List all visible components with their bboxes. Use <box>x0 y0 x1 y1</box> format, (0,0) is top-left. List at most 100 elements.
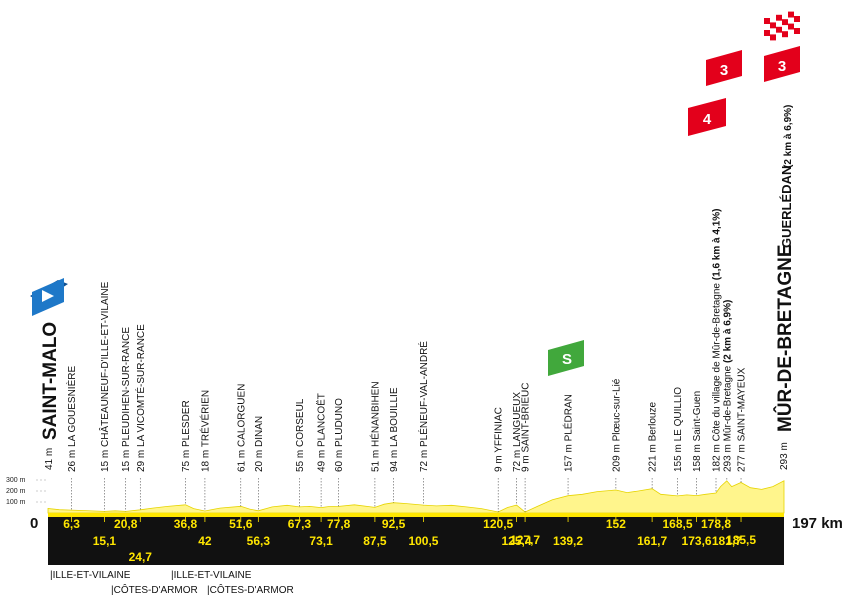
climb-cat4-label: 4 <box>703 111 712 128</box>
finish-flag-cell <box>794 10 800 16</box>
finish-detail: (2 km à 6,9%) <box>783 105 794 168</box>
checkpoint-label: 75 m PLESDER <box>181 400 192 472</box>
km-label: 6,3 <box>63 517 80 531</box>
checkpoint-label: 20 m DINAN <box>254 416 265 472</box>
checkpoint-guides <box>71 478 742 513</box>
checkpoint-label: 157 m PLÉDRAN <box>562 394 575 472</box>
alt-tick-100: 100 m <box>6 499 26 506</box>
checkpoint-label: 18 m TRÉVÉRIEN <box>198 390 211 472</box>
km-label: 87,5 <box>363 534 387 548</box>
km-labels: 6,3 15,1 20,8 24,7 36,842 51,6 56,3 67,3 73,1 77,… <box>63 517 756 564</box>
finish-flag-cell <box>764 18 770 24</box>
climb-cat3-label: 3 <box>720 62 728 79</box>
checkpoint-label: 26 m LA GOUESNIÈRE <box>65 366 78 472</box>
region-cotes-d-armor-2: |CÔTES-D'ARMOR <box>207 585 294 596</box>
altitude-axis: 300 m 200 m 100 m <box>6 477 48 506</box>
finish-flag-cell <box>794 22 800 28</box>
checkpoint-label: 60 m PLUDUNO <box>334 398 345 472</box>
finish-flag-icon <box>764 10 800 42</box>
finish-flag-cell <box>764 24 770 30</box>
finish-flag-cell <box>782 25 788 32</box>
km-label: 51,6 <box>229 517 253 531</box>
alt-tick-300: 300 m <box>6 477 26 484</box>
km-label: 178,8 <box>701 517 731 531</box>
finish-altitude: 293 m <box>779 442 790 470</box>
finish-flag-cell <box>770 34 776 41</box>
checkpoint-label: 15 m PLEUDIHEN-SUR-RANCE <box>121 327 132 472</box>
checkpoint-label: 94 m LA BOUILLIE <box>389 387 400 472</box>
checkpoint-label: 55 m CORSEUL <box>295 398 306 472</box>
sprint-label: S <box>562 351 572 368</box>
finish-flag-cell <box>794 16 800 22</box>
finish-flag-cell <box>788 11 794 18</box>
finish-town: MÛR-DE-BRETAGNE <box>774 244 796 432</box>
km-label: 161,7 <box>637 534 667 548</box>
checkpoint-label: 15 m CHÂTEAUNEUF-D'ILLE-ET-VILAINE <box>98 281 111 472</box>
elevation-profile <box>47 480 785 514</box>
km-label: 152 <box>606 517 626 531</box>
start-town: SAINT-MALO <box>40 322 61 440</box>
km-label: 92,5 <box>382 517 406 531</box>
km-label: 120,5 <box>483 517 513 531</box>
end-km: 197 km <box>792 515 843 532</box>
finish-flag-cell <box>770 16 776 23</box>
checkpoint-label: 155 m LE QUILLIO <box>673 387 684 472</box>
finish-flag-cell <box>764 30 770 36</box>
climb-cat3-finish-icon: 3 <box>764 46 800 82</box>
km-label: 168,5 <box>663 517 693 531</box>
climb-cat4-icon: 4 <box>688 98 726 136</box>
km-label: 127,7 <box>510 533 540 547</box>
finish-flag-cell <box>788 23 794 30</box>
finish-flag-cell <box>782 31 788 38</box>
checkpoint-label: 9 m SAINT-BRIEUC <box>521 383 532 472</box>
finish-flag-cell <box>794 28 800 34</box>
finish-flag-cell <box>776 32 782 39</box>
checkpoint-label: 9 m YFFINIAC <box>494 407 505 472</box>
km-label: 100,5 <box>408 534 438 548</box>
finish-flag-cell <box>770 22 776 29</box>
km-label: 185,5 <box>726 533 756 547</box>
checkpoint-label: 158 m Saint-Guen <box>692 391 703 472</box>
km-label: 173,6 <box>682 534 712 548</box>
km-label: 67,3 <box>288 517 312 531</box>
km-label: 24,7 <box>129 550 153 564</box>
km-label: 20,8 <box>114 517 138 531</box>
region-cotes-d-armor-1: |CÔTES-D'ARMOR <box>111 585 198 596</box>
checkpoint-label: 221 m Berlouze <box>648 402 659 472</box>
finish-flag-cell <box>776 14 782 21</box>
km-label: 42 <box>198 534 212 548</box>
start-altitude: 41 m <box>44 448 55 470</box>
km-label: 125,4 <box>501 534 531 548</box>
finish-flag-cell <box>788 17 794 24</box>
km-label: 36,8 <box>174 517 198 531</box>
checkpoint-label: 182 m Côte du village de Mûr-de-Bretagne… <box>712 209 723 472</box>
distance-band <box>48 517 784 565</box>
finish-flag-cell <box>782 19 788 26</box>
km-label: 56,3 <box>247 534 271 548</box>
km-label: 73,1 <box>309 534 333 548</box>
checkpoint-label: 277 m SAINT-MAYEUX <box>737 367 748 472</box>
checkpoint-label: 293 m Mûr-de-Bretagne (2 km à 6,9%) <box>722 300 733 472</box>
km-label: 181,7 <box>712 534 742 548</box>
checkpoint-label: 72 m LANGUEUX <box>512 392 523 472</box>
finish-subname: GUERLÉDAN <box>779 166 794 248</box>
checkpoint-label: 209 m Plœuc-sur-Lié <box>611 378 622 472</box>
finish-flag-cell <box>788 29 794 36</box>
checkpoint-label: 29 m LA VICOMTÉ-SUR-RANCE <box>134 324 147 472</box>
km-label: 139,2 <box>553 534 583 548</box>
finish-flag-cell <box>782 13 788 20</box>
km-label: 15,1 <box>93 534 117 548</box>
finish-flag-cell <box>776 26 782 33</box>
climb-cat3-icon: 3 <box>706 50 742 86</box>
alt-tick-200: 200 m <box>6 488 26 495</box>
climb-cat3-finish-label: 3 <box>778 58 786 75</box>
checkpoint-label: 51 m HÉNANBIHEN <box>368 381 381 472</box>
checkpoint-label: 72 m PLÉNEUF-VAL-ANDRÉ <box>417 341 430 472</box>
checkpoint-labels: 26 m LA GOUESNIÈRE 15 m CHÂTEAUNEUF-D'ILL… <box>65 209 747 472</box>
start-km: 0 <box>30 515 38 532</box>
finish-flag-cell <box>776 20 782 27</box>
start-flag-icon <box>30 278 68 316</box>
road-strip <box>48 513 784 517</box>
finish-flag-cell <box>764 36 770 42</box>
